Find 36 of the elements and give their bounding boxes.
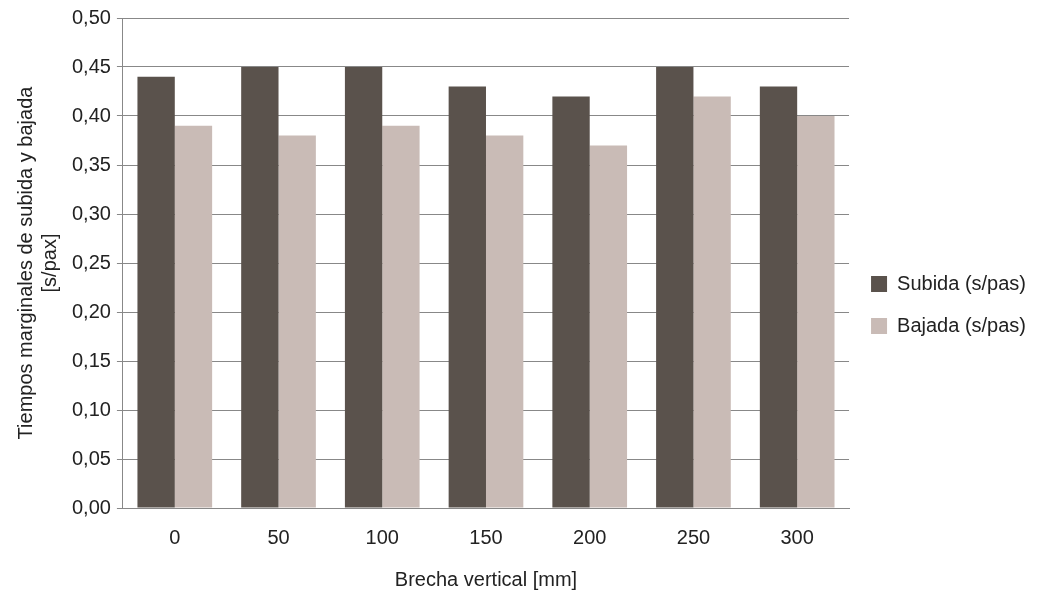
bar — [344, 67, 383, 508]
bar — [656, 67, 694, 508]
y-tick-label: 0,50 — [71, 5, 111, 28]
x-tick-label: 200 — [573, 525, 607, 548]
y-tick-label: 0,25 — [71, 250, 111, 273]
bar — [382, 125, 420, 508]
y-tick-label: 0,30 — [71, 201, 111, 224]
y-tick-label: 0,10 — [71, 397, 111, 420]
bar — [552, 96, 590, 508]
x-axis-title: Brecha vertical [mm] — [394, 567, 578, 590]
bar — [241, 67, 279, 508]
y-axis-title: Tiempos marginales de subida y bajada [s/pax] — [13, 85, 60, 440]
y-tick-label: 0,20 — [71, 299, 111, 322]
bar — [797, 116, 835, 508]
y-tick-label: 0,00 — [71, 495, 111, 518]
bar — [485, 135, 524, 508]
x-tick-label: 150 — [469, 525, 503, 548]
x-tick-label: 0 — [169, 525, 181, 548]
x-tick-label: 50 — [267, 525, 290, 548]
bar — [174, 125, 213, 508]
bar — [278, 135, 316, 508]
legend-label: Subida (s/pas) — [897, 271, 1027, 294]
bar — [137, 76, 175, 508]
bar — [759, 86, 798, 508]
bar — [693, 96, 731, 508]
bar — [448, 86, 486, 508]
x-tick-label: 300 — [780, 525, 814, 548]
y-tick-label: 0,05 — [71, 446, 111, 469]
legend-label: Bajada (s/pas) — [897, 313, 1027, 336]
y-tick-label: 0,40 — [71, 103, 111, 126]
x-tick-label: 250 — [676, 525, 711, 548]
x-tick-label: 100 — [365, 525, 399, 548]
y-tick-label: 0,15 — [71, 348, 111, 371]
y-tick-label: 0,35 — [71, 152, 111, 175]
bar — [589, 145, 628, 508]
y-tick-label: 0,45 — [71, 54, 111, 77]
